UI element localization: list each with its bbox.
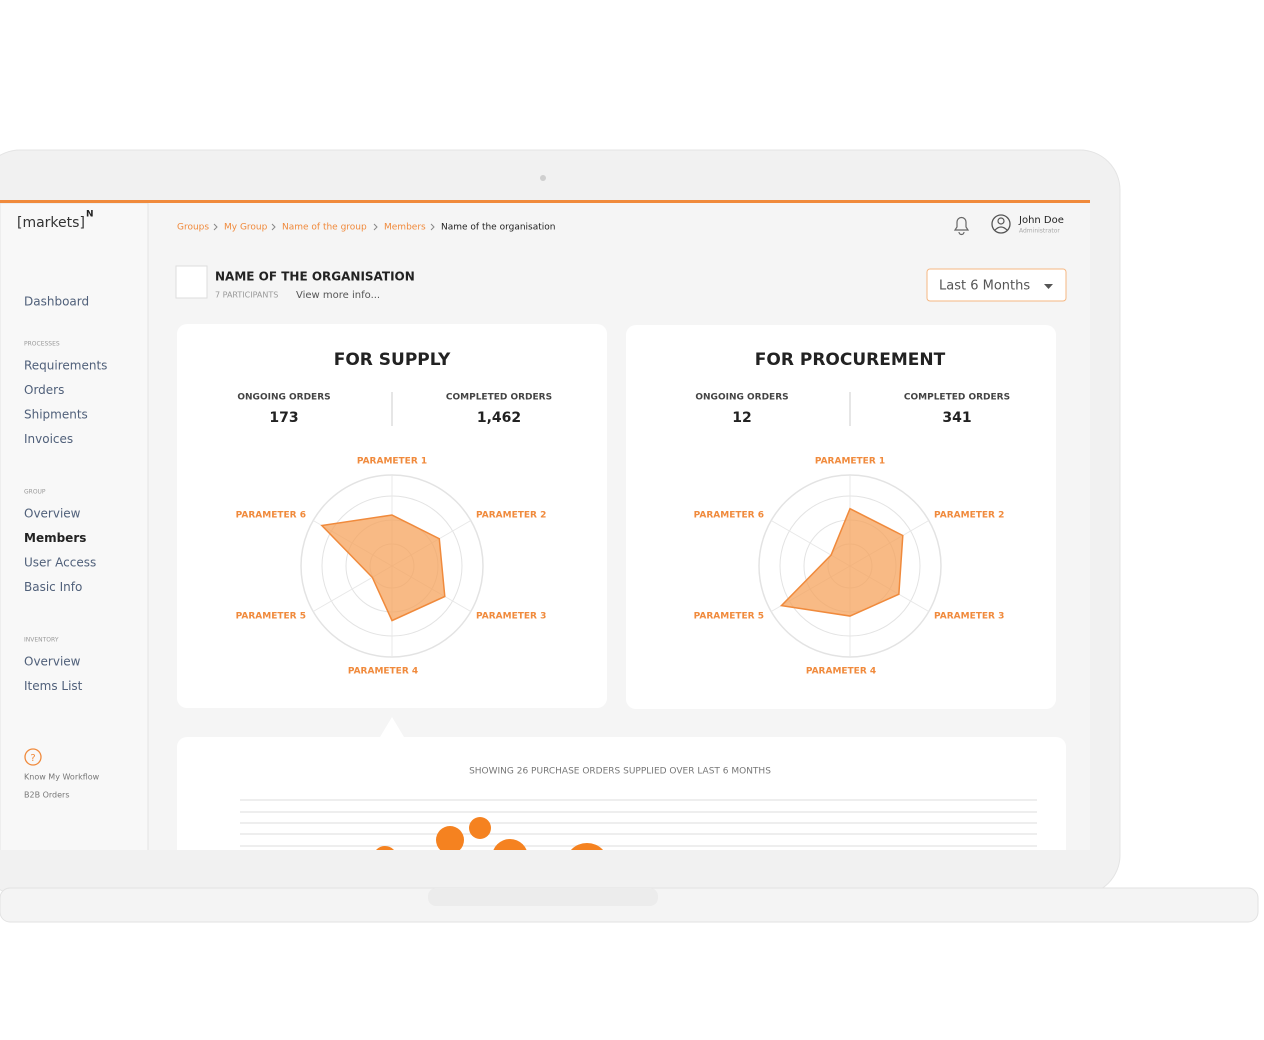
nav-item[interactable]: Dashboard [24,295,89,309]
radar-area [779,507,904,617]
stat-value: 173 [269,410,298,426]
user-icon-body [994,226,1008,231]
org-more-link[interactable]: View more info... [296,290,380,301]
trackpad-notch [428,888,658,906]
bell-icon[interactable] [953,216,970,236]
breadcrumb-item[interactable]: Name of the group [282,223,367,233]
radar-axis-label: PARAMETER 3 [476,612,546,622]
nav-item[interactable]: Requirements [24,359,107,373]
panel-card [626,325,1056,709]
org-participants: 7 PARTICIPANTS [215,291,278,300]
radar-axis-label: PARAMETER 6 [694,511,764,521]
panel-title: FOR SUPPLY [334,350,451,370]
nav-item[interactable]: User Access [24,556,96,570]
nav-heading: INVENTORY [24,637,59,644]
sidebar [0,202,149,850]
breadcrumb-separator [271,223,276,231]
top-accent [0,200,1090,203]
stat-value: 341 [942,410,971,426]
user-icon[interactable] [991,214,1011,234]
radar-axis-label: PARAMETER 6 [236,511,306,521]
radar-area [320,514,446,622]
nav-heading: PROCESSES [24,341,60,348]
breadcrumb-item[interactable]: Members [384,223,426,233]
stat-label: ONGOING ORDERS [695,393,788,403]
stat-value: 12 [732,410,751,426]
breadcrumb-item[interactable]: My Group [224,223,268,233]
breadcrumb-item[interactable]: Groups [177,223,209,233]
radar-axis-label: PARAMETER 3 [934,612,1004,622]
logo-sup: N [86,210,94,220]
nav-item[interactable]: Overview [24,655,81,669]
help-text: B2B Orders [24,791,70,800]
nav-item[interactable]: Invoices [24,432,73,446]
order-bubble [493,839,527,850]
breadcrumb-separator [430,223,435,231]
nav-item[interactable]: Overview [24,507,81,521]
stat-label: ONGOING ORDERS [237,393,330,403]
radar-axis-label: PARAMETER 4 [348,667,418,677]
card-pointer [380,717,404,737]
org-name: NAME OF THE ORGANISATION [215,270,415,284]
orders-caption: SHOWING 26 PURCHASE ORDERS SUPPLIED OVER… [469,767,771,777]
order-bubble [436,826,464,850]
order-bubble [570,843,604,850]
nav-item[interactable]: Basic Info [24,580,82,594]
order-bubble [376,846,394,850]
breadcrumb-separator [373,223,378,231]
user-name: John Doe [1018,215,1064,226]
stat-value: 1,462 [477,410,521,426]
logo: [markets] [17,215,85,231]
nav-item[interactable]: Shipments [24,408,88,422]
radar-axis-label: PARAMETER 2 [934,511,1004,521]
nav-heading: GROUP [24,489,46,496]
screen: [markets]N Dashboard PROCESSES Requirements… [0,200,1090,850]
radar-axis-label: PARAMETER 2 [476,511,546,521]
camera [540,175,546,181]
nav-item[interactable]: Items List [24,679,83,693]
nav-item[interactable]: Orders [24,383,64,397]
radar-axis-label: PARAMETER 4 [806,667,876,677]
user-role: Administrator [1019,228,1060,235]
org-avatar [175,265,208,299]
period-label: Last 6 Months [939,279,1030,294]
radar-axis-label: PARAMETER 1 [815,457,885,467]
user-icon-head [997,217,1005,225]
help-icon-glyph: ? [30,753,35,764]
radar-axis-label: PARAMETER 5 [236,612,306,622]
panel-title: FOR PROCUREMENT [755,350,946,370]
order-bubble [469,817,491,839]
breadcrumb-separator [213,223,218,231]
stat-label: COMPLETED ORDERS [904,393,1010,403]
period-dropdown[interactable] [926,268,1067,302]
stat-label: COMPLETED ORDERS [446,393,552,403]
radar-axis-label: PARAMETER 1 [357,457,427,467]
orders-card [177,737,1066,850]
help-icon [24,748,42,766]
help-text: Know My Workflow [24,773,100,782]
breadcrumb-item: Name of the organisation [441,223,556,233]
radar-axis-label: PARAMETER 5 [694,612,764,622]
dropdown-caret [1044,284,1053,289]
nav-item[interactable]: Members [24,531,86,545]
